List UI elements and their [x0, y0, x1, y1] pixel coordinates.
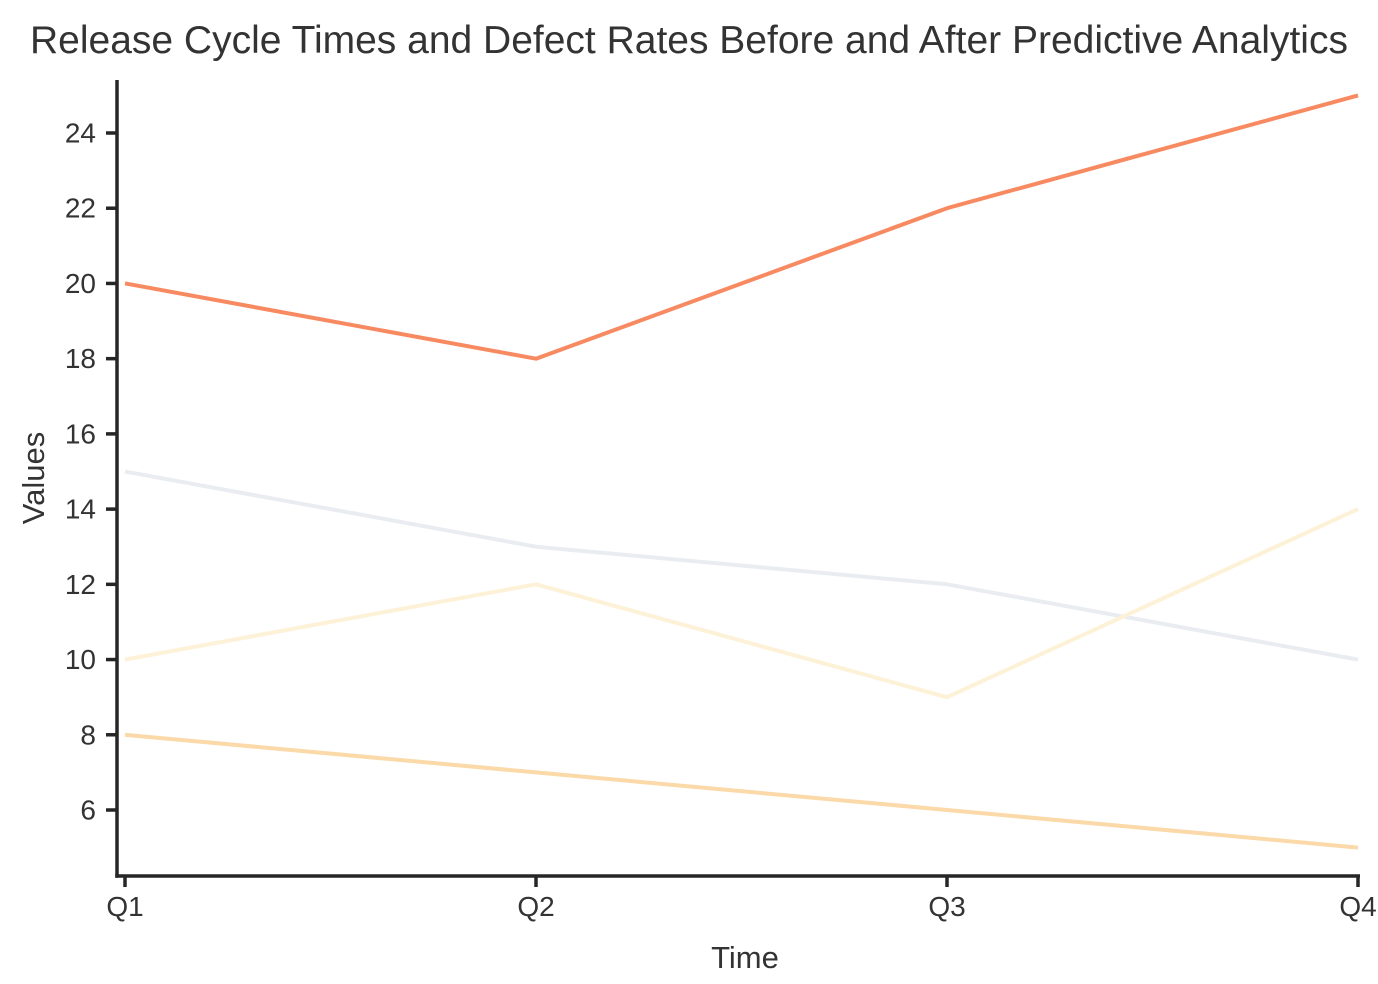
x-tick-label: Q1	[106, 891, 143, 922]
y-tick-label: 16	[65, 418, 96, 449]
y-axis-label: Values	[16, 432, 51, 525]
x-tick-label: Q3	[928, 891, 965, 922]
tick-labels: 6 8 10 12 14 16 18 20 22 24 Q1 Q2 Q3 Q4	[65, 118, 1377, 923]
x-tick-label: Q2	[517, 891, 554, 922]
series-line-2	[124, 469, 1359, 662]
series-line-1	[124, 93, 1359, 361]
y-tick-label: 14	[65, 494, 96, 525]
y-tick-label: 18	[65, 343, 96, 374]
x-tick-label: Q4	[1339, 891, 1376, 922]
y-tick-label: 8	[80, 719, 96, 750]
x-axis-label: Time	[711, 940, 779, 975]
y-tick-label: 10	[65, 644, 96, 675]
y-tick-label: 6	[80, 795, 96, 826]
y-tick-label: 24	[65, 118, 96, 149]
y-tick-label: 20	[65, 268, 96, 299]
y-tick-label: 22	[65, 193, 96, 224]
series-line-3	[124, 507, 1359, 700]
axes	[106, 80, 1360, 887]
series-line-4	[124, 732, 1359, 850]
y-tick-label: 12	[65, 569, 96, 600]
plot-lines	[124, 93, 1359, 850]
chart-title: Release Cycle Times and Defect Rates Bef…	[30, 19, 1348, 62]
